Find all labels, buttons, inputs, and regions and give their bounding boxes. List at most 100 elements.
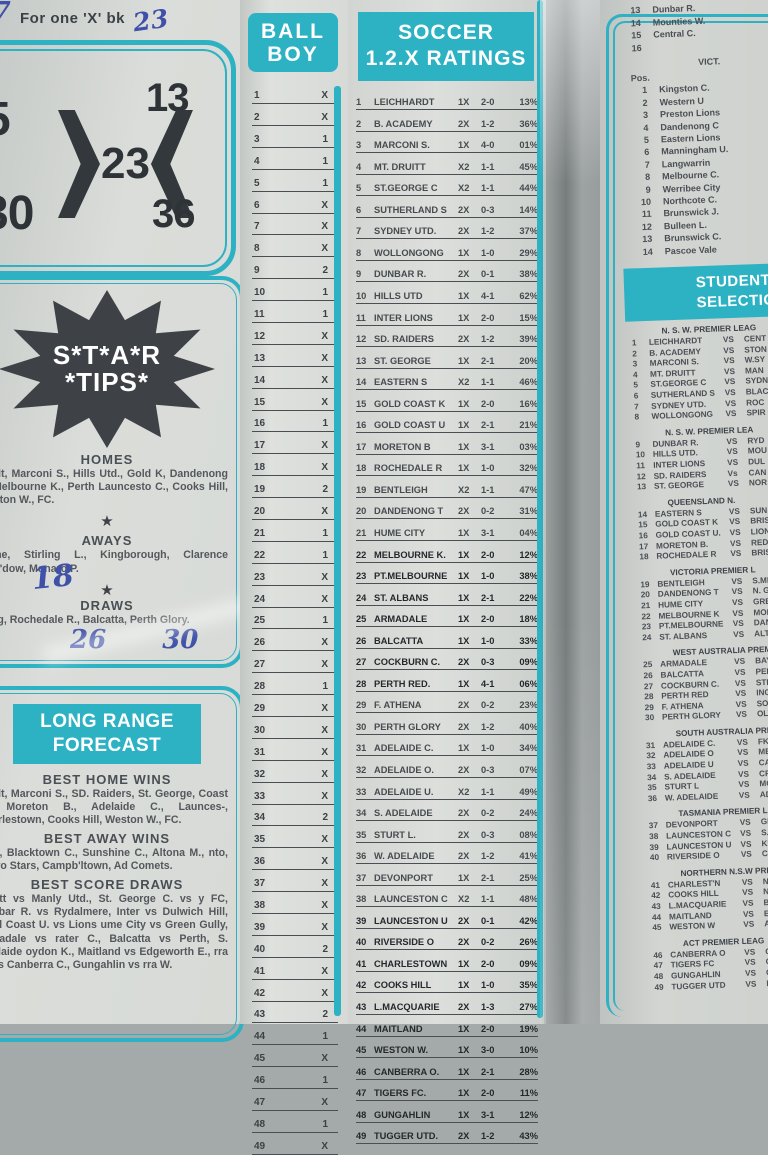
ball-boy-row-value: X	[321, 878, 328, 889]
match-vs-label: VS	[727, 447, 748, 458]
rating-row-number: 19	[356, 485, 374, 495]
rating-row-team: MORETON B	[374, 442, 458, 452]
ball-boy-row-value: X	[321, 1097, 328, 1108]
ball-boy-row-value: 2	[322, 944, 328, 955]
rating-row-percent: 41%	[510, 851, 538, 861]
ball-boy-row-value: X	[321, 353, 328, 364]
rating-row-tip: 1X	[458, 873, 481, 883]
ball-boy-row-value: X	[321, 747, 328, 758]
ball-boy-row-number: 44	[254, 1031, 265, 1042]
ball-boy-row-number: 13	[254, 353, 265, 364]
rating-row-percent: 09%	[510, 959, 538, 969]
ball-boy-row: 49 X	[252, 1133, 338, 1155]
ball-boy-row: 2 X	[252, 104, 338, 126]
match-vs-label: VS	[735, 699, 756, 710]
match-number: 45	[652, 923, 669, 934]
ball-boy-row-number: 3	[254, 134, 260, 145]
match-number: 44	[652, 912, 669, 923]
rating-row-team: L.MACQUARIE	[374, 1002, 458, 1012]
cross-number-center: 23	[101, 139, 150, 189]
match-home-team: WESTON W	[669, 920, 743, 933]
match-number: 20	[641, 590, 658, 601]
rating-row-score: 1-2	[481, 1131, 510, 1141]
rating-row-tip: 2X	[458, 937, 481, 947]
rating-row-score: 2-0	[481, 1024, 510, 1034]
rating-row-percent: 09%	[510, 657, 538, 667]
best-home-wins-heading: BEST HOME WINS	[0, 772, 240, 787]
ladder-row-number: 14	[637, 245, 653, 258]
rating-row-number: 37	[356, 873, 374, 883]
rating-row-number: 23	[356, 571, 374, 581]
star-tips-box: S*T*A*R *TIPS* HOMES hardt, Marconi S., …	[0, 276, 244, 668]
rating-row-score: 2-1	[481, 873, 510, 883]
rating-row-number: 6	[356, 205, 374, 215]
coupon-note-label: For one 'X' bk	[20, 10, 125, 27]
ball-boy-row: 33 X	[252, 783, 338, 805]
rating-row-tip: 2X	[458, 1131, 481, 1141]
match-number: 38	[649, 832, 666, 843]
ball-boy-row-number: 20	[254, 506, 265, 517]
match-vs-label: VS	[735, 678, 756, 689]
rating-row-percent: 43%	[510, 1131, 538, 1141]
soccer-ratings-row: 4 MT. DRUITT X2 1-1 45%	[356, 153, 538, 175]
ball-boy-row-number: 6	[254, 200, 260, 211]
rating-row-score: 1-0	[481, 463, 510, 473]
handwritten-number: 26	[70, 625, 106, 655]
rating-row-score: 2-0	[481, 550, 510, 560]
match-number: 46	[653, 950, 670, 961]
soccer-ratings-row: 8 WOLLONGONG 1X 1-0 29%	[356, 239, 538, 261]
divider-teal-bar	[537, 0, 543, 1018]
rating-row-percent: 04%	[510, 528, 538, 538]
ball-boy-row-value: 1	[322, 1075, 328, 1086]
rating-row-number: 47	[356, 1088, 374, 1098]
match-number: 11	[636, 461, 653, 472]
soccer-ratings-row: 32 ADELAIDE O. 2X 0-3 07%	[356, 756, 538, 778]
rating-row-tip: 1X	[458, 679, 481, 689]
rating-row-team: ST. GEORGE	[374, 356, 458, 366]
match-vs-label: VS	[728, 479, 749, 490]
ball-boy-row-number: 11	[254, 309, 265, 320]
rating-row-percent: 40%	[510, 722, 538, 732]
ball-boy-row-number: 22	[254, 550, 265, 561]
soccer-ratings-row: 17 MORETON B 1X 3-1 03%	[356, 433, 538, 455]
rating-row-score: 1-2	[481, 334, 510, 344]
rating-row-score: 2-1	[481, 356, 510, 366]
rating-row-score: 1-0	[481, 743, 510, 753]
rating-row-score: 2-0	[481, 959, 510, 969]
soccer-ratings-row: 12 SD. RAIDERS 2X 1-2 39%	[356, 326, 538, 348]
match-vs-label: VS	[726, 436, 747, 447]
ladder-row-number: 1	[631, 84, 647, 97]
rating-row-number: 12	[356, 334, 374, 344]
ball-boy-row-value: X	[321, 703, 328, 714]
match-number: 23	[642, 622, 659, 633]
soccer-ratings-row: 5 ST.GEORGE C X2 1-1 44%	[356, 175, 538, 197]
ball-boy-row-value: 1	[322, 615, 328, 626]
rating-row-percent: 20%	[510, 356, 538, 366]
match-vs-label: VS	[732, 608, 753, 619]
rating-row-percent: 14%	[510, 205, 538, 215]
match-vs-label: VS	[738, 769, 759, 780]
match-away-team: DAN	[754, 615, 768, 629]
rating-row-percent: 47%	[510, 485, 538, 495]
rating-row-score: 4-1	[481, 679, 510, 689]
match-away-team: N. GE	[753, 584, 768, 598]
rating-row-team: LAUNCESTON C	[374, 894, 458, 904]
rating-row-team: INTER LIONS	[374, 313, 458, 323]
rating-row-tip: 1X	[458, 399, 481, 409]
star-tips-burst: S*T*A*R *TIPS*	[0, 290, 215, 448]
soccer-ratings-row: 45 WESTON W. 1X 3-0 10%	[356, 1037, 538, 1059]
match-vs-label: VS	[731, 576, 752, 587]
match-number: 16	[639, 531, 656, 542]
ladder-row-number: 5	[633, 134, 649, 147]
rating-row-tip: 2X	[458, 334, 481, 344]
soccer-ratings-row: 28 PERTH RED. 1X 4-1 06%	[356, 670, 538, 692]
rating-row-percent: 27%	[510, 1002, 538, 1012]
ball-boy-row-number: 43	[254, 1009, 265, 1020]
soccer-ratings-row: 23 PT.MELBOURNE 1X 1-0 38%	[356, 563, 538, 585]
match-vs-label: VS	[737, 748, 758, 759]
ball-boy-row: 17 X	[252, 432, 338, 454]
ball-boy-row: 9 2	[252, 257, 338, 279]
rating-row-team: ADELAIDE U.	[374, 787, 458, 797]
ball-boy-row-value: X	[321, 769, 328, 780]
rating-row-percent: 36%	[510, 119, 538, 129]
